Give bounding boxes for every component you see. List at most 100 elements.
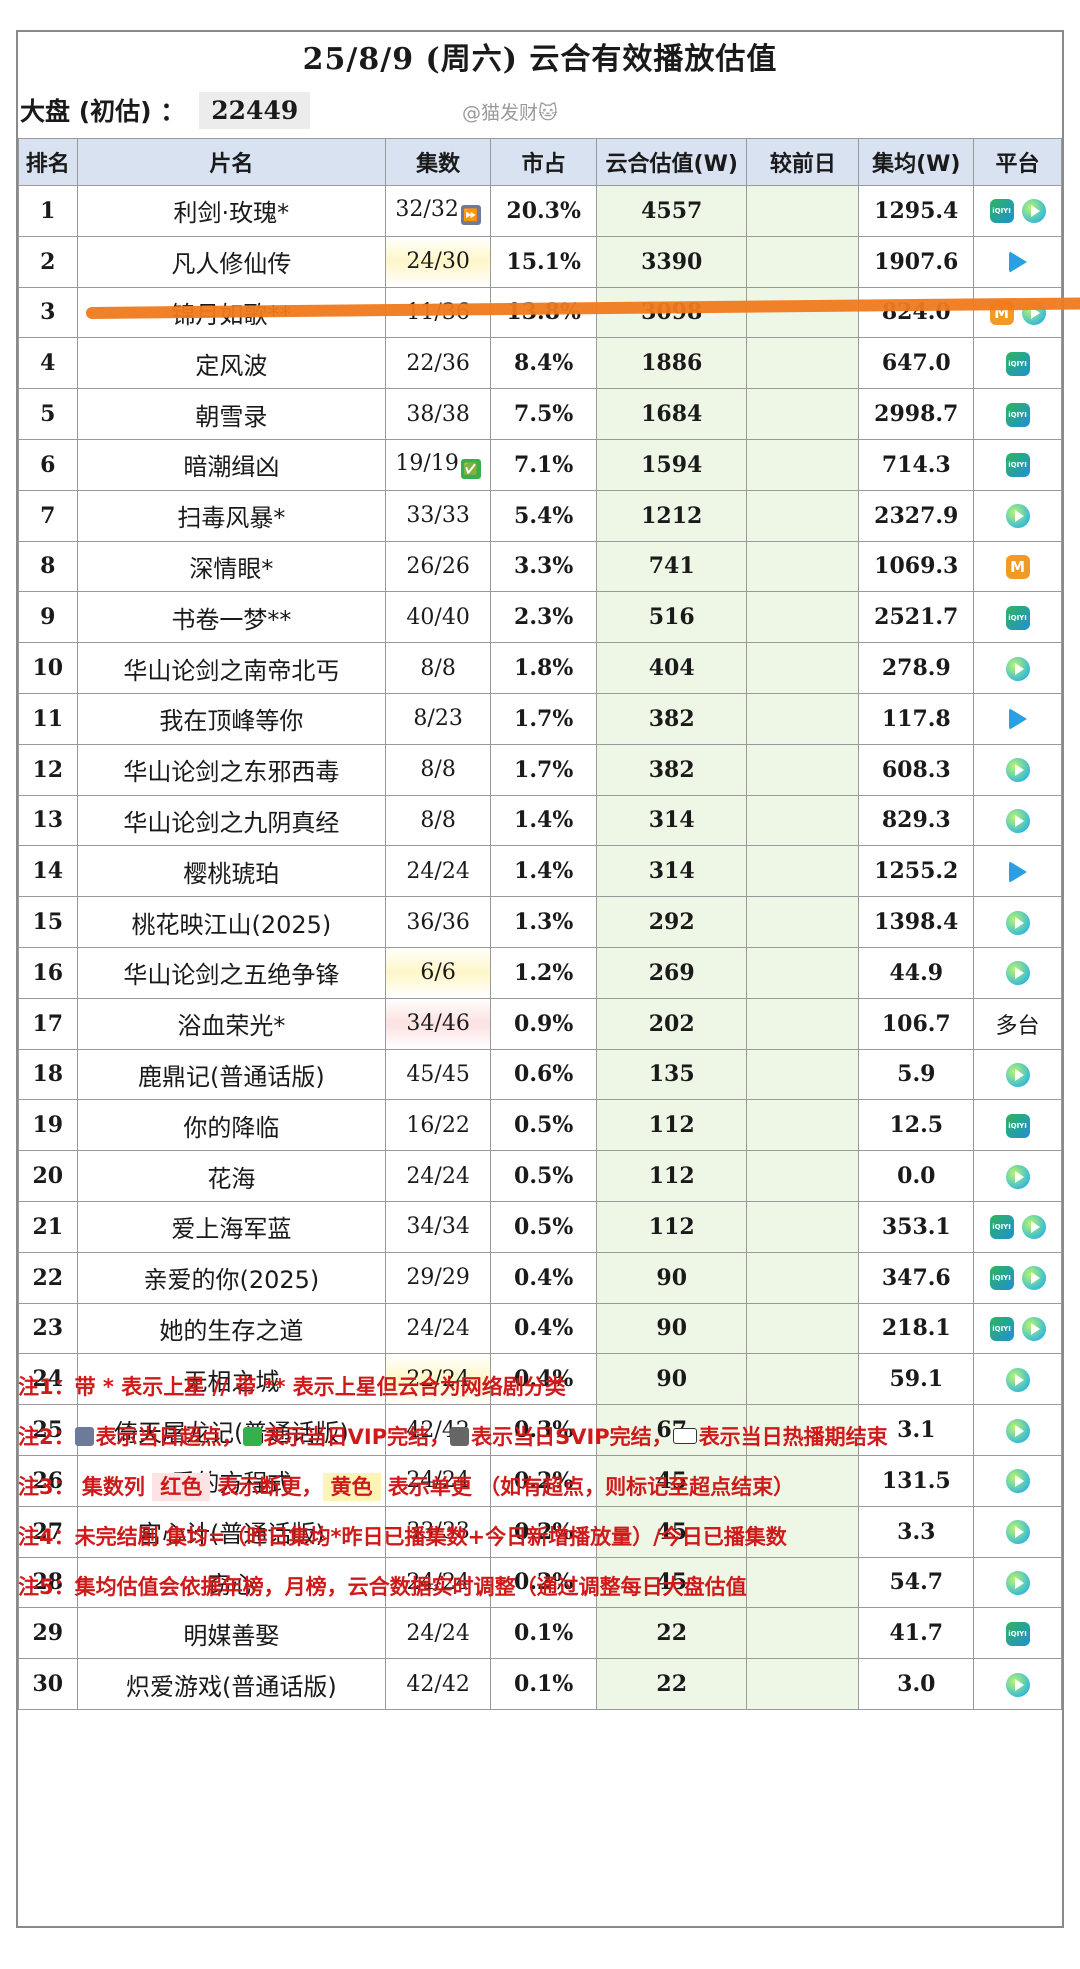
share-cell: 0.1%: [490, 1658, 598, 1710]
table-row: 21 爱上海军蓝 34/34 0.5% 112 353.1 iQIYI: [18, 1200, 1062, 1253]
estimate-cell: 45: [596, 1454, 748, 1507]
episodes-cell: 36/36: [385, 896, 492, 948]
prev-day-cell: [746, 540, 860, 593]
platform-cell: [973, 1658, 1062, 1710]
rank-cell: 16: [18, 946, 78, 999]
avg-cell: 1069.3: [858, 540, 975, 593]
note-2-svip: 表示当日SVIP完结，: [471, 1425, 673, 1449]
rank-cell: 7: [18, 489, 78, 542]
avg-cell: 3.3: [858, 1505, 975, 1558]
rank-cell: 5: [18, 388, 78, 440]
platform-cell: iQIYI: [973, 591, 1062, 644]
estimate-cell: 22: [596, 1607, 748, 1660]
youku-icon: [1021, 1266, 1046, 1291]
prev-day-cell: [746, 286, 860, 339]
note-2-end: 表示当日热播期结束: [698, 1425, 888, 1449]
prev-day-cell: [746, 1099, 860, 1152]
platform-cell: iQIYI: [973, 388, 1062, 440]
share-cell: 0.5%: [490, 1150, 598, 1202]
episodes-cell: 42/42: [385, 1658, 492, 1710]
table-row: 23 她的生存之道 24/24 0.4% 90 218.1 iQIYI: [18, 1302, 1062, 1355]
share-cell: 1.2%: [490, 946, 598, 999]
rank-cell: 26: [18, 1454, 78, 1507]
prev-day-cell: [746, 896, 860, 948]
ranking-table: 排名 片名 集数 市占 云合估值(W) 较前日 集均(W) 平台 1 利剑·玫瑰*…: [18, 138, 1062, 1710]
table-row: 11 我在顶峰等你 8/23 1.7% 382 117.8: [18, 692, 1062, 745]
prev-day-cell: [746, 591, 860, 644]
avg-cell: 218.1: [858, 1302, 975, 1355]
share-cell: 0.2%: [490, 1454, 598, 1507]
iqiyi-icon: iQIYI: [1005, 1621, 1030, 1646]
episodes-cell: 8/23: [385, 692, 492, 745]
table-row: 5 朝雪录 38/38 7.5% 1684 2998.7 iQIYI: [18, 388, 1062, 440]
estimate-cell: 3390: [596, 235, 748, 288]
youku-icon: [1005, 1672, 1030, 1697]
title-cell: 窃心: [76, 1556, 387, 1609]
title-cell: 你的降临: [76, 1099, 387, 1152]
rank-cell: 18: [18, 1048, 78, 1101]
episodes-cell: 24/24: [385, 1454, 492, 1507]
rank-cell: 11: [18, 692, 78, 745]
title-cell: 樱桃琥珀: [76, 845, 387, 898]
episodes-value: 6/6: [420, 960, 456, 986]
avg-cell: 2998.7: [858, 388, 975, 440]
author-watermark: @猫发财🐱: [462, 102, 558, 124]
rank-cell: 19: [18, 1099, 78, 1152]
rank-cell: 8: [18, 540, 78, 593]
episodes-value: 34/46: [406, 1011, 470, 1037]
episodes-value: 24/24: [406, 1315, 470, 1341]
episodes-value: 45/45: [406, 1061, 470, 1087]
prev-day-cell: [746, 1302, 860, 1355]
episodes-cell: 40/40: [385, 591, 492, 644]
episodes-cell: 26/26: [385, 540, 492, 593]
rank-cell: 9: [18, 591, 78, 644]
episodes-value: 32/32: [395, 196, 459, 222]
title-cell: 爱上海军蓝: [76, 1200, 387, 1253]
table-row: 18 鹿鼎记(普通话版) 45/45 0.6% 135 5.9: [18, 1048, 1062, 1101]
rank-cell: 28: [18, 1556, 78, 1609]
note-4: 注4：未完结剧 集均=（昨日集均*昨日已播集数+今日新增播放量）/今日已播集数: [18, 1525, 787, 1549]
avg-cell: 44.9: [858, 946, 975, 999]
episodes-value: 42/42: [406, 1671, 470, 1697]
episodes-value: 34/34: [406, 1214, 470, 1240]
title-cell: 华山论剑之五绝争锋: [76, 946, 387, 999]
avg-cell: 714.3: [858, 438, 975, 491]
share-cell: 7.1%: [490, 438, 598, 491]
title-cell: 宫心计(普通话版): [76, 1505, 387, 1558]
prev-day-cell: [746, 692, 860, 745]
avg-cell: 59.1: [858, 1353, 975, 1406]
super-point-icon: [74, 1427, 94, 1446]
avg-cell: 278.9: [858, 642, 975, 694]
episodes-cell: 33/33: [385, 489, 492, 542]
rank-cell: 10: [18, 642, 78, 694]
episodes-value: 19/19: [395, 450, 459, 476]
summary-label: 大盘 (初估) ：: [20, 97, 186, 126]
episodes-cell: 32/32 ⏩: [385, 185, 492, 237]
super-point-icon: ⏩: [460, 204, 481, 225]
youku-icon: [1021, 1215, 1046, 1240]
episodes-cell: 24/24: [385, 1302, 492, 1355]
note-1: 注1：带 * 表示上星 // 带 ** 表示上星但云合为网络剧分类: [18, 1375, 566, 1399]
prev-day-cell: [746, 1404, 860, 1456]
rank-cell: 12: [18, 743, 78, 796]
episodes-cell: 16/22: [385, 1099, 492, 1152]
youku-icon: [1005, 504, 1030, 529]
title-cell: 她的生存之道: [76, 1302, 387, 1355]
table-row: 13 华山论剑之九阴真经 8/8 1.4% 314 829.3: [18, 794, 1062, 847]
prev-day-cell: [746, 1454, 860, 1507]
share-cell: 1.3%: [490, 896, 598, 948]
episodes-value: 40/40: [406, 604, 470, 630]
episodes-cell: 24/24: [385, 1150, 492, 1202]
platform-cell: [973, 896, 1062, 948]
note-3-prefix: 注3： 集数列: [18, 1475, 153, 1499]
platform-cell: [973, 794, 1062, 847]
share-cell: 0.9%: [490, 997, 598, 1050]
iqiyi-icon: iQIYI: [989, 1266, 1014, 1291]
prev-day-cell: [746, 489, 860, 542]
title-cell: 明媒善娶: [76, 1607, 387, 1660]
share-cell: 1.8%: [490, 642, 598, 694]
title-cell: 凡人修仙传: [76, 235, 387, 288]
share-cell: 0.4%: [490, 1353, 598, 1406]
prev-day-cell: [746, 438, 860, 491]
prev-day-cell: [746, 1658, 860, 1710]
